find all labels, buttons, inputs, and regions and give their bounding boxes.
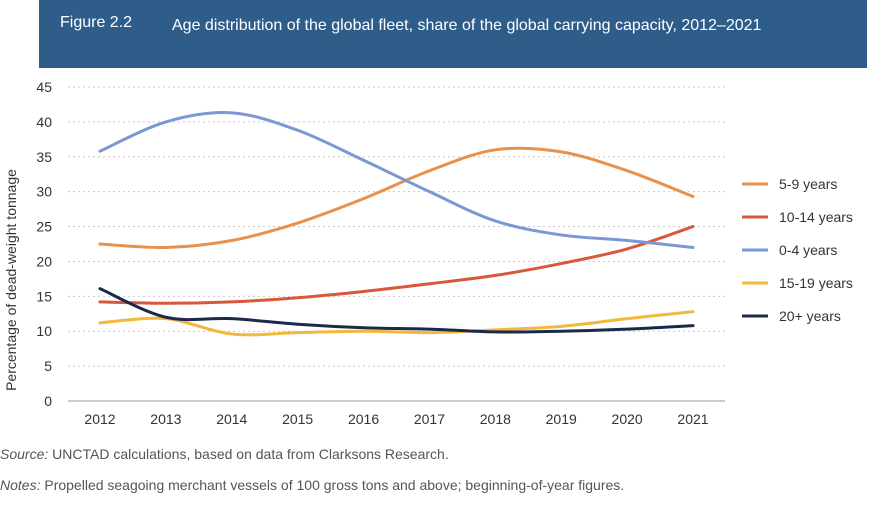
series-lines (98, 111, 695, 337)
figure-title: Age distribution of the global fleet, sh… (172, 17, 762, 34)
grid-lines (68, 86, 725, 402)
y-tick-label: 45 (36, 79, 52, 95)
x-tick-label: 2021 (677, 411, 708, 427)
y-axis-label: Percentage of dead-weight tonnage (3, 169, 19, 391)
legend-label: 20+ years (779, 308, 841, 324)
series-line-20-years (98, 287, 695, 334)
y-tick-labels: 0 5 10 15 20 25 30 35 40 45 (36, 79, 52, 409)
notes-note: Notes: Propelled seagoing merchant vesse… (0, 477, 624, 493)
y-tick-label: 30 (36, 184, 52, 200)
x-tick-label: 2012 (84, 411, 115, 427)
figure-header: Figure 2.2 Age distribution of the globa… (39, 0, 867, 68)
legend-label: 10-14 years (779, 209, 853, 225)
y-tick-label: 40 (36, 114, 52, 130)
legend-label: 0-4 years (779, 242, 837, 258)
legend-label: 15-19 years (779, 275, 853, 291)
series-line-10-14-years (98, 225, 695, 305)
x-tick-label: 2016 (348, 411, 379, 427)
x-tick-label: 2018 (480, 411, 511, 427)
x-tick-label: 2013 (150, 411, 181, 427)
y-tick-label: 5 (44, 358, 52, 374)
y-tick-label: 35 (36, 149, 52, 165)
source-note: Source: UNCTAD calculations, based on da… (0, 446, 449, 462)
x-tick-labels: 2012 2013 2014 2015 2016 2017 2018 2019 2020 2021 (84, 411, 708, 427)
y-tick-label: 10 (36, 323, 52, 339)
legend-label: 5-9 years (779, 176, 837, 192)
x-tick-label: 2015 (282, 411, 313, 427)
source-text: UNCTAD calculations, based on data from … (48, 446, 449, 462)
x-tick-label: 2017 (414, 411, 445, 427)
source-label: Source: (0, 446, 49, 462)
x-tick-label: 2019 (546, 411, 577, 427)
series-line-5-9-years (98, 146, 695, 250)
x-tick-label: 2020 (612, 411, 643, 427)
y-tick-label: 15 (36, 288, 52, 304)
series-line-0-4-years (98, 111, 695, 249)
y-tick-label: 25 (36, 219, 52, 235)
series-line-15-19-years (98, 310, 695, 337)
notes-text: Propelled seagoing merchant vessels of 1… (40, 477, 625, 493)
figure-label: Figure 2.2 (60, 14, 133, 31)
y-tick-label: 20 (36, 253, 52, 269)
legend: 5-9 years 10-14 years 0-4 years 15-19 years… (742, 176, 853, 324)
x-tick-label: 2014 (216, 411, 247, 427)
notes-label: Notes: (0, 477, 41, 493)
y-tick-label: 0 (44, 393, 52, 409)
